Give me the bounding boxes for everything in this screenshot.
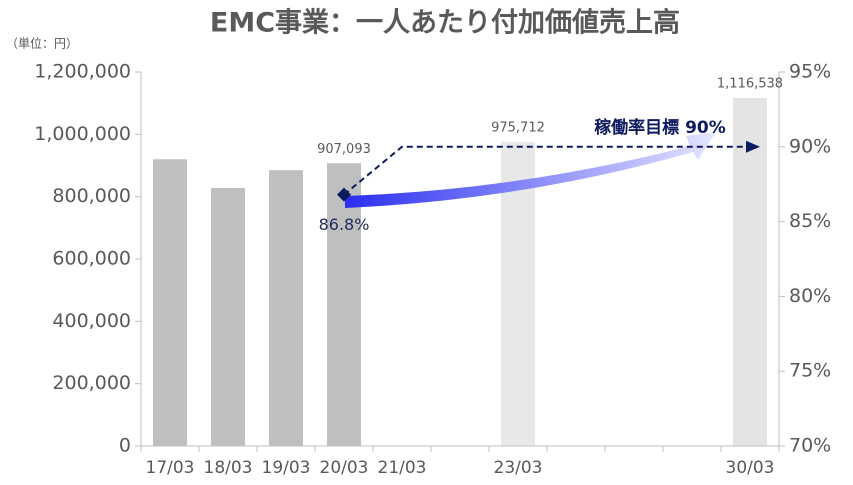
data-label: 907,093 (317, 142, 371, 157)
bar (153, 159, 187, 446)
x-tick-label: 30/03 (726, 458, 775, 478)
x-tick-label: 23/03 (494, 458, 543, 478)
target-line (343, 145, 750, 196)
chart-title: EMC事業：一人あたり付加価値売上高 (210, 7, 680, 39)
y-tick-label: 0 (119, 435, 131, 457)
line-arrowhead (746, 140, 760, 153)
y-tick-label: 800,000 (52, 185, 131, 207)
data-label: 86.8% (319, 215, 370, 234)
data-label: 975,712 (491, 120, 545, 135)
bar (211, 187, 245, 446)
y-tick-label: 1,200,000 (34, 61, 131, 83)
y-tick-label: 400,000 (52, 310, 131, 332)
x-tick-label: 20/03 (320, 458, 369, 478)
x-tick-label: 19/03 (262, 458, 311, 478)
trend-arrow (345, 132, 716, 208)
x-tick-label: 17/03 (146, 458, 195, 478)
bar (269, 170, 303, 447)
x-tick-label: 21/03 (378, 458, 427, 478)
y2-tick-label: 75% (789, 360, 831, 382)
y-tick-label: 600,000 (52, 248, 131, 270)
point-marker (337, 187, 351, 202)
unit-label: （単位：円） (6, 36, 78, 51)
target-annotation: 稼働率目標 90% (594, 117, 726, 138)
bar (327, 163, 361, 446)
y2-tick-label: 85% (789, 210, 831, 232)
y2-tick-label: 70% (789, 435, 831, 457)
y2-tick-label: 95% (789, 61, 831, 83)
bar (501, 141, 535, 447)
y2-tick-label: 90% (789, 135, 831, 157)
y-tick-label: 200,000 (52, 372, 131, 394)
y2-tick-label: 80% (789, 285, 831, 307)
x-tick-label: 18/03 (204, 458, 253, 478)
data-label: 1,116,538 (717, 77, 783, 92)
bar (733, 98, 767, 446)
y-tick-label: 1,000,000 (34, 123, 131, 145)
